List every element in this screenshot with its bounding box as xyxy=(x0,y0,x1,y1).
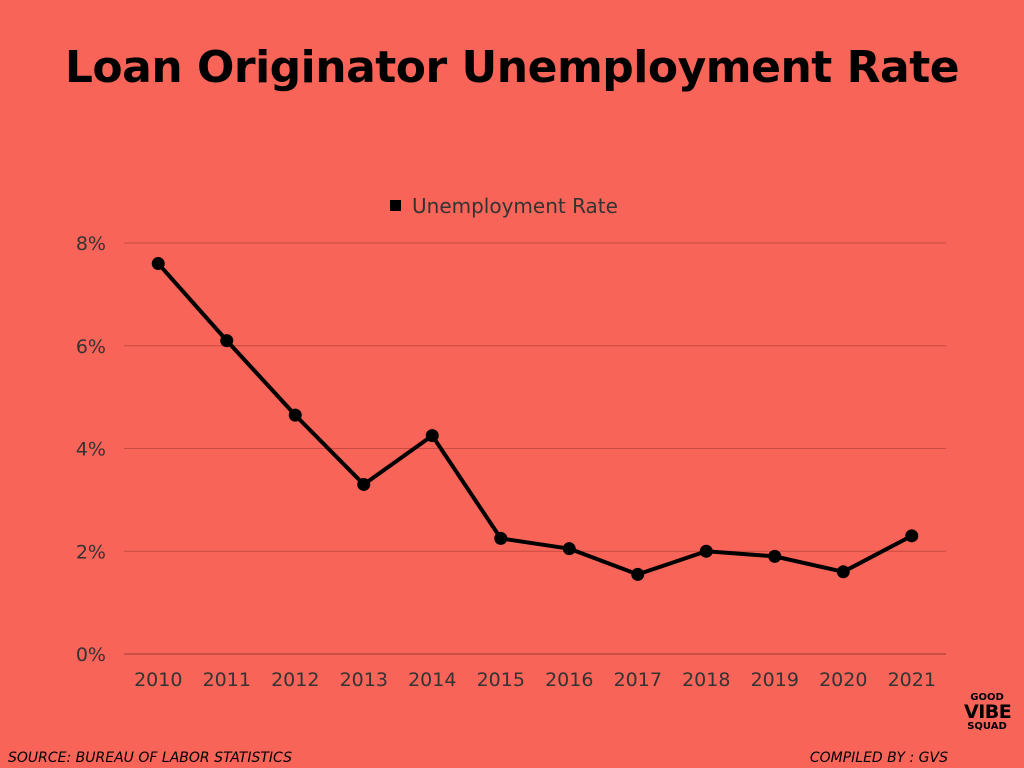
x-tick-label: 2018 xyxy=(682,669,730,691)
data-point xyxy=(768,549,782,563)
x-tick-label: 2013 xyxy=(340,669,388,691)
compiled-by-note: COMPILED BY : GVS xyxy=(809,750,948,766)
x-tick-label: 2015 xyxy=(477,669,525,691)
legend-label: Unemployment Rate xyxy=(412,194,618,218)
chart-title: Loan Originator Unemployment Rate xyxy=(64,42,960,93)
x-tick-label: 2010 xyxy=(134,669,182,691)
series-line xyxy=(156,261,914,577)
data-point xyxy=(425,429,439,443)
data-point xyxy=(494,531,508,545)
data-point xyxy=(220,334,234,348)
data-point xyxy=(699,544,713,558)
data-points xyxy=(151,257,919,581)
data-point xyxy=(357,477,371,491)
data-point xyxy=(151,257,165,271)
x-tick-label: 2021 xyxy=(888,669,936,691)
y-tick-label: 8% xyxy=(76,233,106,255)
x-tick-label: 2012 xyxy=(271,669,319,691)
source-note: SOURCE: BUREAU OF LABOR STATISTICS xyxy=(8,750,292,766)
data-point xyxy=(905,529,919,543)
y-axis-ticks: 0% 2% 4% 6% 8% xyxy=(76,233,106,666)
y-tick-label: 0% xyxy=(76,644,106,666)
x-axis-ticks: 2010 2011 2012 2013 2014 2015 2016 2017 2018 2019… xyxy=(134,669,936,691)
data-point xyxy=(631,567,645,581)
y-tick-label: 6% xyxy=(76,336,106,358)
legend: Unemployment Rate xyxy=(390,194,618,218)
data-point xyxy=(288,408,302,422)
x-tick-label: 2016 xyxy=(545,669,593,691)
data-point xyxy=(562,542,576,556)
data-point xyxy=(836,565,850,579)
y-tick-label: 4% xyxy=(76,439,106,461)
x-tick-label: 2014 xyxy=(408,669,456,691)
series-lines xyxy=(156,261,914,577)
x-tick-label: 2020 xyxy=(819,669,867,691)
legend-marker xyxy=(390,200,401,211)
x-tick-label: 2019 xyxy=(751,669,799,691)
good-vibe-squad-logo: GOOD VIBE SQUAD xyxy=(964,692,1012,732)
x-tick-label: 2011 xyxy=(203,669,251,691)
y-tick-label: 2% xyxy=(76,541,106,563)
gridlines xyxy=(124,242,946,655)
x-tick-label: 2017 xyxy=(614,669,662,691)
